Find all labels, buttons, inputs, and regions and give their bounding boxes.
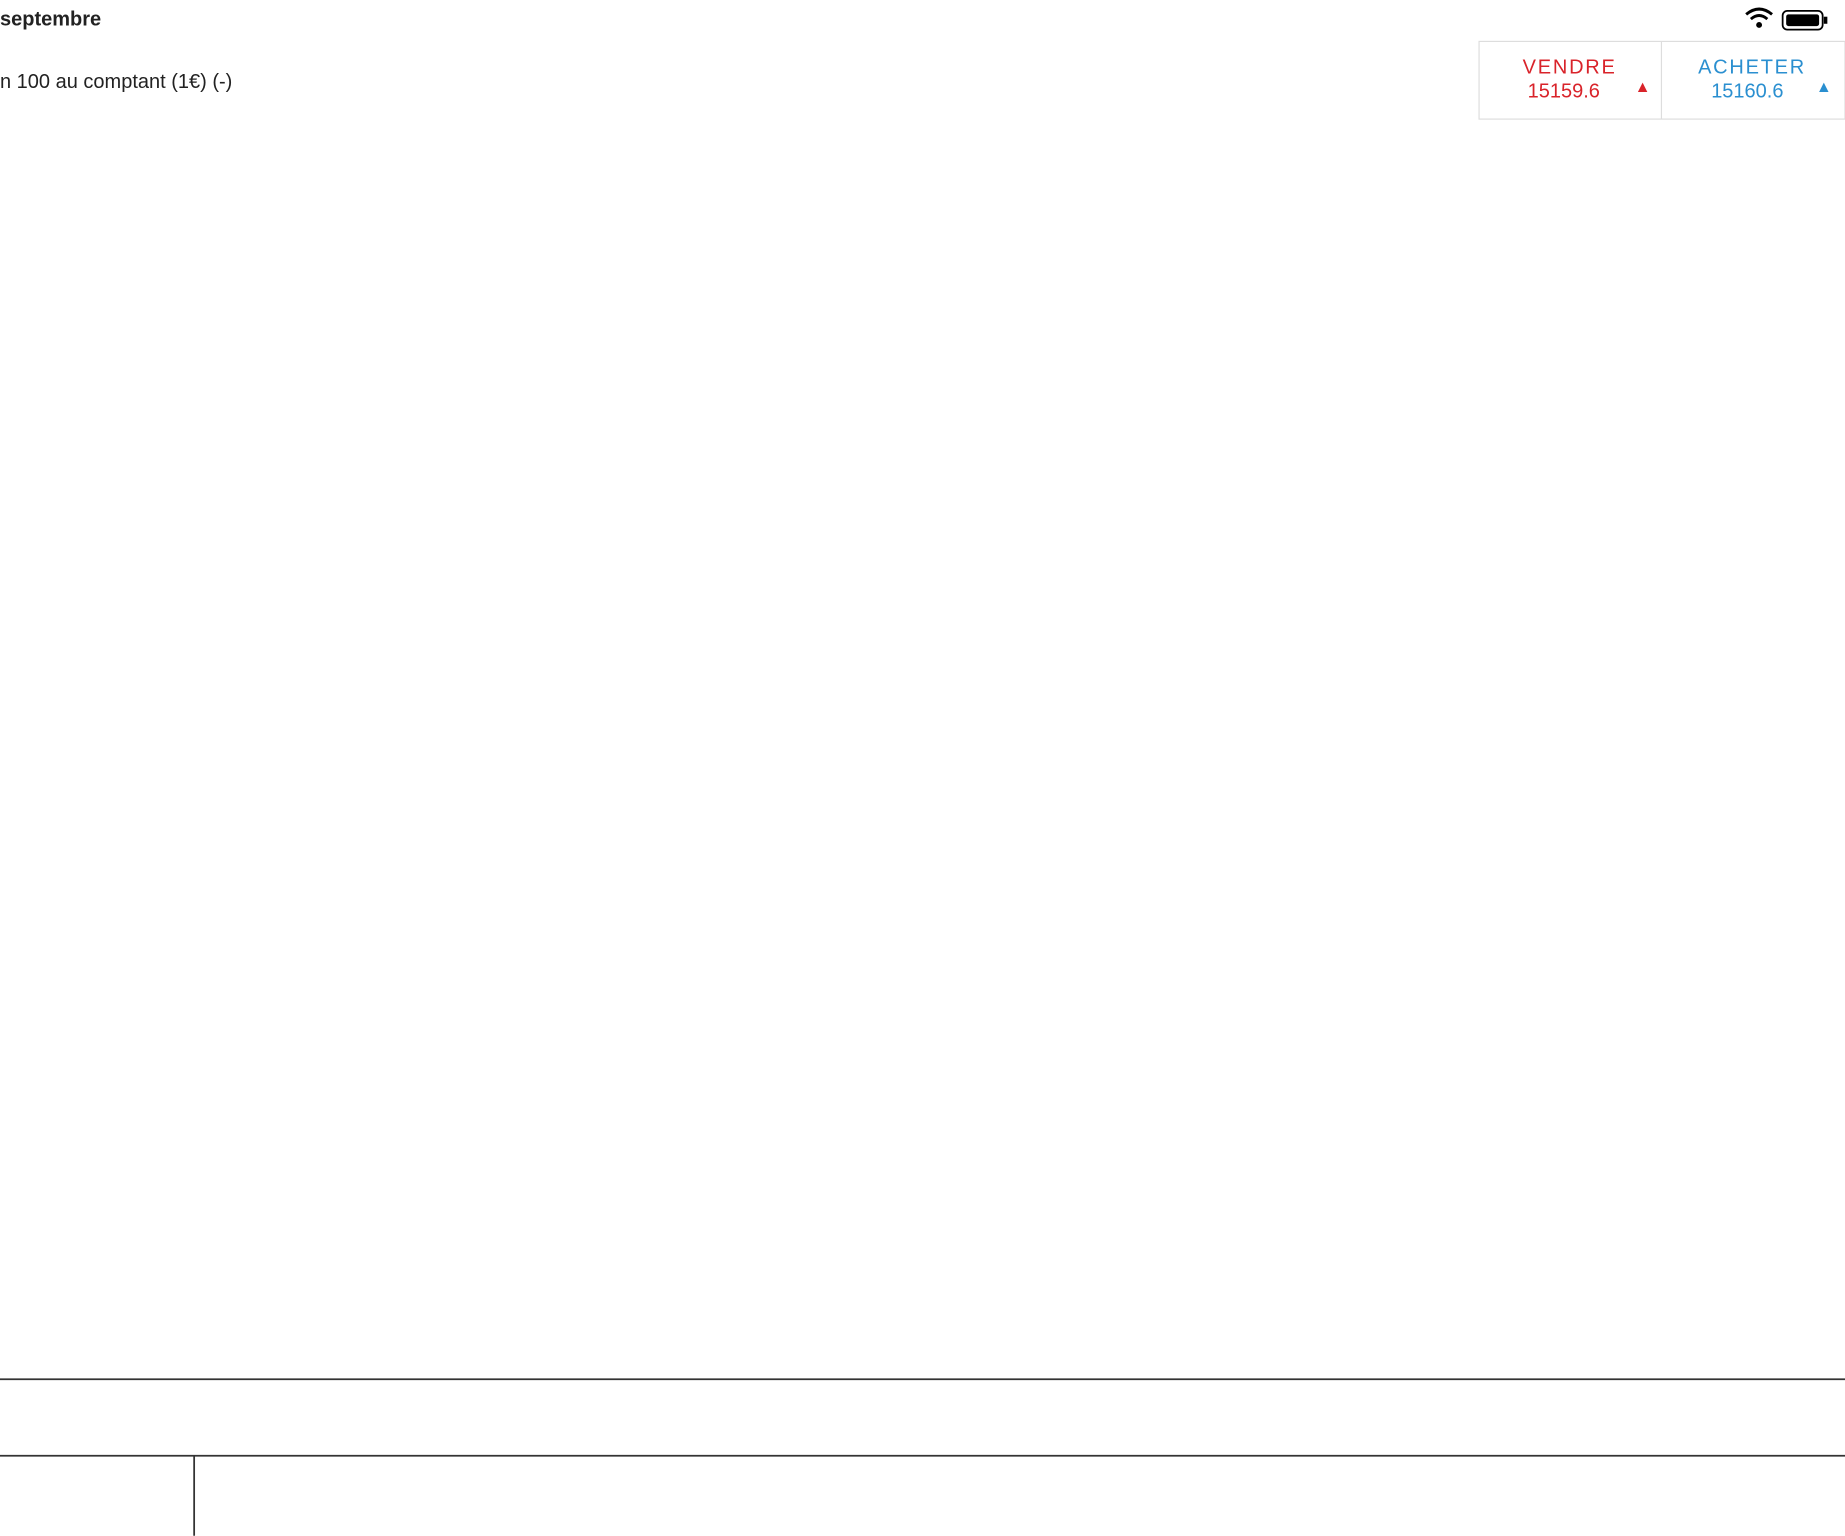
battery-icon (1781, 9, 1828, 31)
sell-button[interactable]: VENDRE 15159.6 (1523, 57, 1648, 103)
status-month: septembre (0, 9, 101, 31)
buy-label: ACHETER (1698, 57, 1806, 79)
sell-label: VENDRE (1523, 57, 1617, 79)
buy-price: 15160.6 (1711, 80, 1783, 102)
wifi-icon (1745, 7, 1773, 28)
sell-arrow (1637, 82, 1648, 93)
sell-price: 15159.6 (1528, 80, 1600, 102)
buy-arrow (1819, 82, 1829, 93)
instrument-name: n 100 au comptant (1€) (-) (0, 71, 232, 93)
buy-button[interactable]: ACHETER 15160.6 (1698, 57, 1829, 103)
